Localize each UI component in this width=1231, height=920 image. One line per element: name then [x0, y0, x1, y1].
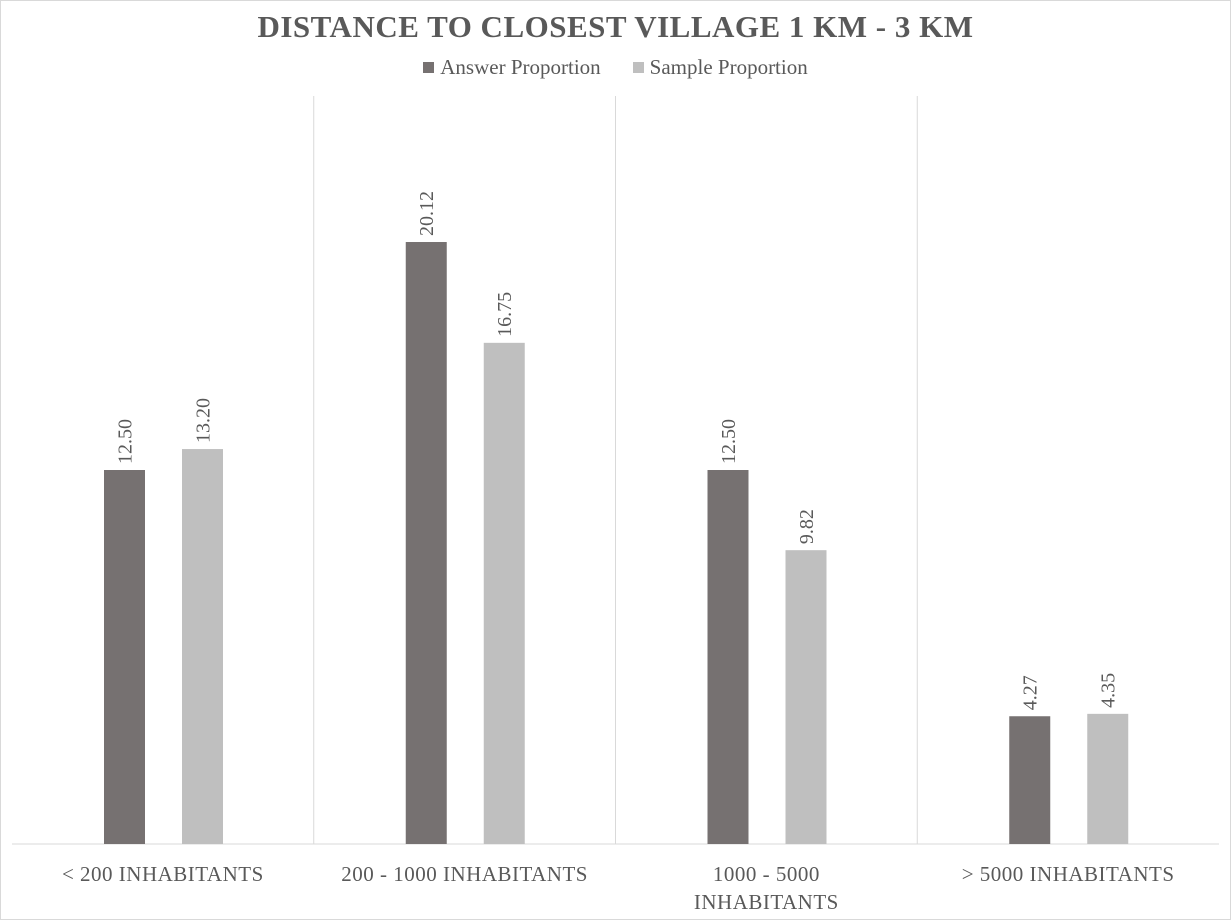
- legend-item-sample: Sample Proportion: [632, 55, 808, 80]
- legend-label-answer: Answer Proportion: [440, 55, 601, 79]
- bar-answer: [405, 242, 447, 845]
- data-label: 4.27: [1020, 675, 1042, 710]
- data-label: 20.12: [416, 191, 438, 236]
- data-label: 13.20: [193, 398, 215, 443]
- bar-sample: [785, 550, 827, 844]
- legend-item-answer: Answer Proportion: [423, 55, 601, 80]
- legend-swatch-answer: [423, 62, 435, 73]
- data-label: 12.50: [115, 419, 137, 464]
- category-label: 1000 - 5000: [713, 862, 820, 886]
- category-label: 200 - 1000 INHABITANTS: [341, 862, 588, 886]
- data-label: 9.82: [796, 509, 818, 544]
- legend: Answer Proportion Sample Proportion: [1, 55, 1230, 80]
- category-label: INHABITANTS: [694, 890, 839, 914]
- bar-answer: [1009, 716, 1051, 844]
- category-label: > 5000 INHABITANTS: [962, 862, 1175, 886]
- legend-label-sample: Sample Proportion: [649, 55, 808, 79]
- bar-sample: [483, 342, 525, 844]
- bar-sample: [182, 449, 223, 844]
- bar-answer: [104, 470, 145, 844]
- data-label: 4.35: [1098, 673, 1120, 708]
- chart-title: DISTANCE TO CLOSEST VILLAGE 1 KM - 3 KM: [257, 9, 974, 44]
- data-label: 12.50: [718, 419, 740, 464]
- legend-swatch-sample: [632, 62, 644, 73]
- bar-answer: [707, 470, 749, 844]
- data-label: 16.75: [494, 292, 516, 337]
- bar-sample: [1087, 713, 1129, 844]
- category-label: < 200 INHABITANTS: [62, 862, 264, 886]
